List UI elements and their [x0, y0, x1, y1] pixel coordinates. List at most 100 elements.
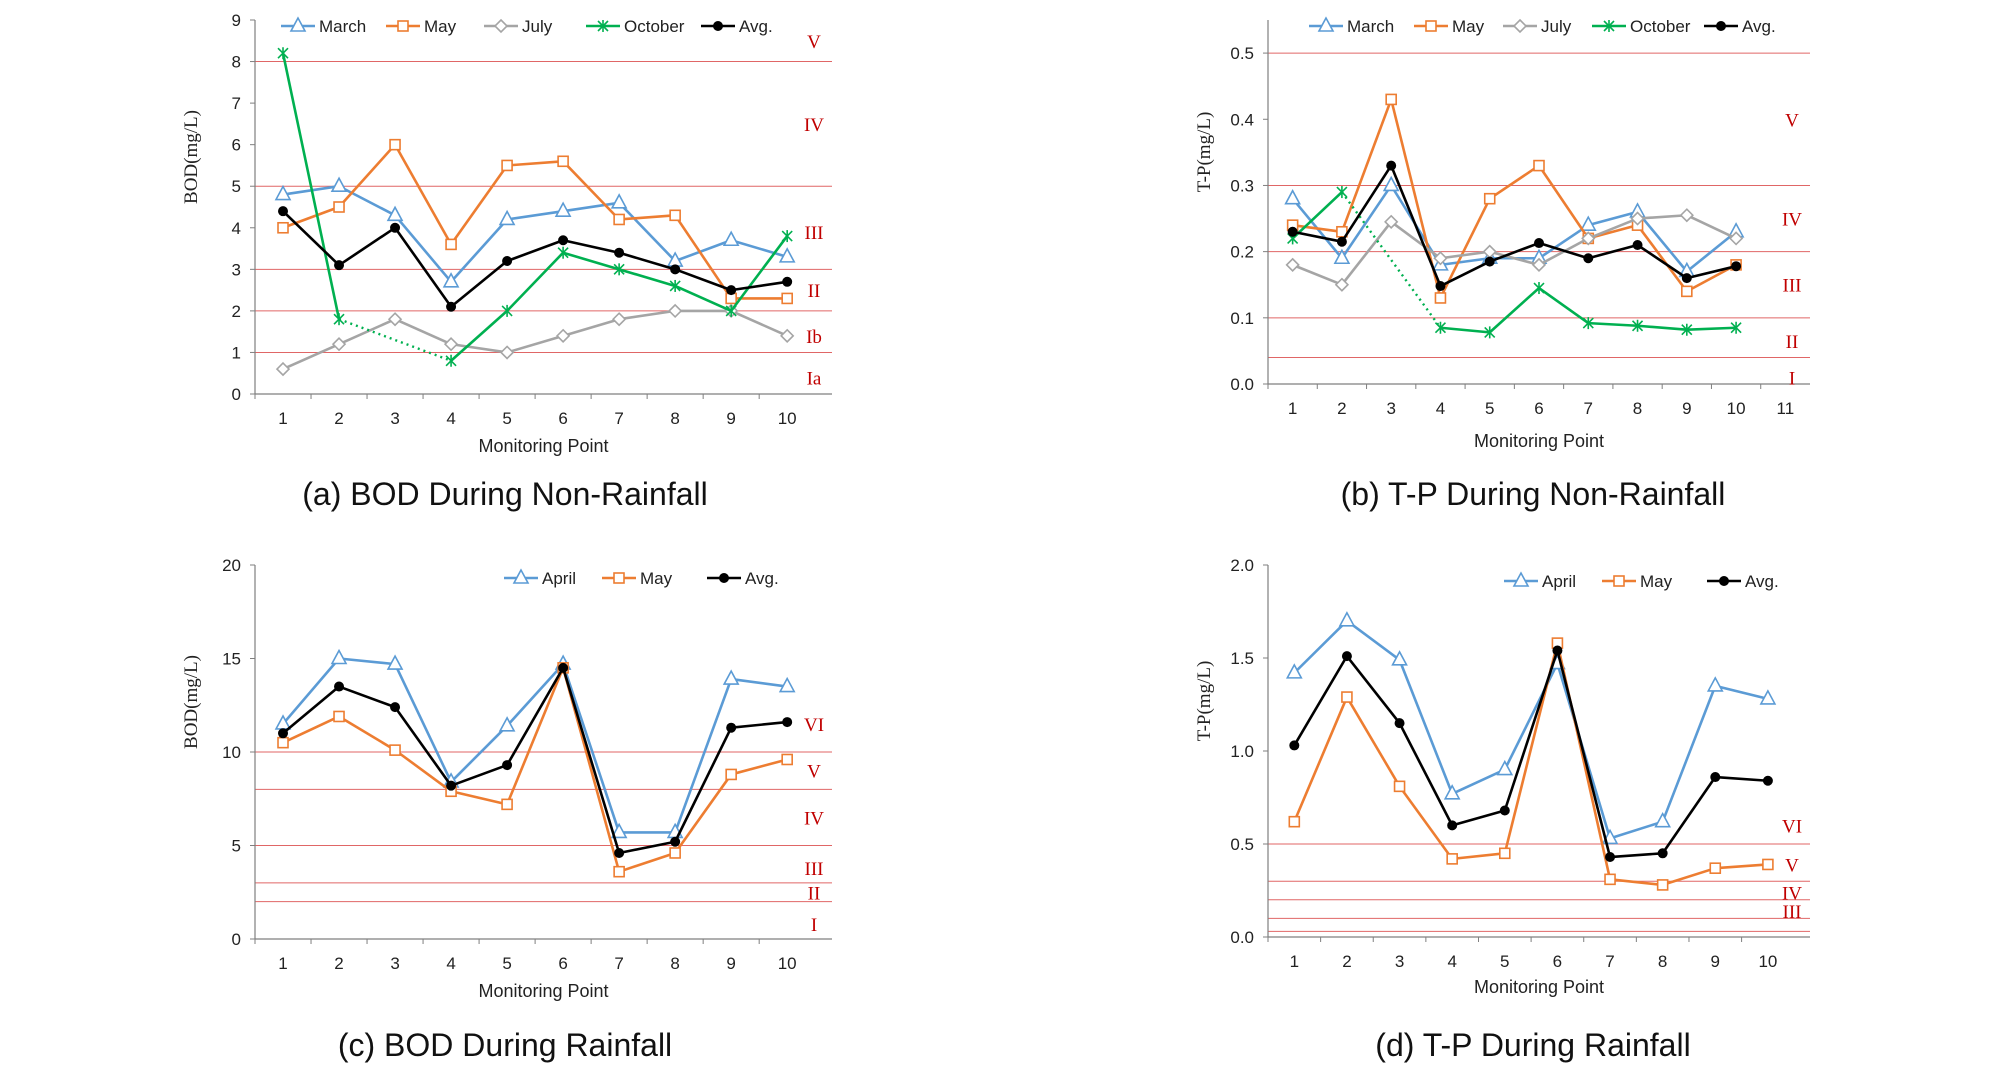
data-point [275, 361, 291, 377]
class-label: Ia [807, 368, 822, 389]
x-tick-label: 1 [1290, 952, 1299, 971]
series-line-segment [1636, 243, 1688, 280]
series-line-segment [618, 851, 676, 873]
legend-label: April [1542, 572, 1576, 591]
legend-item: Avg. [1707, 572, 1779, 591]
series-avg [278, 662, 793, 858]
y-tick-label: 20 [222, 556, 241, 575]
x-tick-label: 7 [614, 409, 623, 428]
data-point [1447, 820, 1458, 831]
data-point [274, 184, 292, 201]
class-label: V [1785, 855, 1799, 876]
data-point [725, 768, 737, 781]
data-point [1341, 691, 1353, 703]
data-point [1731, 261, 1742, 272]
legend-marker [1603, 20, 1615, 32]
data-point [1434, 321, 1447, 334]
legend-marker [1425, 20, 1437, 32]
x-tick-label: 9 [726, 954, 735, 973]
y-tick-label: 0.4 [1230, 110, 1254, 129]
data-point [1681, 273, 1692, 284]
x-tick-label: 10 [1727, 399, 1746, 418]
class-label: III [1783, 276, 1802, 297]
series-line-segment [673, 727, 733, 843]
legend: March May July October Avg. [1309, 16, 1776, 36]
data-point [610, 822, 628, 839]
x-tick-label: 4 [1436, 399, 1445, 418]
series-line-segment [562, 160, 621, 221]
data-point [330, 176, 348, 193]
legend-label: May [1640, 572, 1673, 591]
series-line-segment [730, 235, 789, 312]
series-line-segment [282, 715, 340, 744]
series-line-segment [1662, 866, 1716, 887]
series-line-segment [1340, 184, 1393, 259]
legend-marker [1512, 571, 1530, 587]
x-tick-label: 4 [446, 954, 455, 973]
series-march [1284, 175, 1745, 278]
data-point [613, 213, 625, 226]
data-point [1679, 208, 1694, 223]
x-tick-label: 7 [614, 954, 623, 973]
data-point [333, 313, 345, 326]
x-tick-label: 7 [1584, 399, 1593, 418]
series-line-segment [393, 227, 453, 308]
class-label: IV [1782, 883, 1802, 904]
data-point [1391, 650, 1408, 666]
series-line-segment [1538, 286, 1590, 325]
data-point [443, 337, 459, 352]
data-point [1499, 805, 1510, 816]
series-line-segment [281, 52, 341, 320]
y-axis-label: BOD(mg/L) [181, 655, 202, 749]
series-line-segment [618, 268, 676, 288]
series-line-segment [338, 715, 396, 752]
data-point [333, 710, 345, 723]
data-point [278, 206, 289, 217]
data-point [1484, 326, 1496, 339]
data-point [558, 662, 569, 673]
data-point [277, 47, 289, 60]
series-avg [278, 206, 793, 312]
x-tick-label: 2 [334, 409, 343, 428]
legend-item: July [484, 17, 553, 36]
class-label: III [805, 859, 824, 880]
series-line-segment [1340, 221, 1393, 286]
x-tick-label: 8 [1658, 952, 1667, 971]
y-tick-label: 5 [232, 177, 241, 196]
legend-label: May [1452, 17, 1485, 36]
series-line-segment [505, 667, 565, 766]
data-point [669, 209, 681, 222]
data-point [725, 304, 737, 317]
data-point [501, 798, 513, 811]
data-point [1285, 663, 1303, 679]
series-line-segment [1292, 263, 1343, 286]
data-point [1443, 784, 1461, 800]
legend-item: Avg. [707, 569, 779, 588]
series-line-segment [562, 238, 620, 254]
data-point [498, 716, 516, 732]
data-point [613, 263, 625, 276]
series-april [1285, 611, 1777, 845]
data-point [445, 238, 457, 251]
data-point [1728, 231, 1744, 246]
series-line-segment [1489, 164, 1540, 200]
legend-marker [397, 20, 409, 32]
legend-item: May [386, 17, 457, 36]
data-point [1434, 292, 1447, 304]
x-tick-label: 2 [334, 954, 343, 973]
legend-label: Avg. [1742, 17, 1776, 36]
data-point [611, 312, 627, 327]
data-point [1498, 847, 1511, 860]
series-line-segment [394, 214, 453, 283]
series-line-segment [674, 268, 732, 292]
y-tick-label: 1 [232, 343, 241, 362]
data-point [669, 847, 681, 859]
data-point [780, 328, 795, 343]
y-tick-label: 0.5 [1230, 44, 1254, 63]
panel-d: 0.0 0.5 1.0 1.5 2.0 1 2 3 4 5 6 7 8 9 10 Monitoring Poi… [1194, 556, 1810, 1063]
y-tick-label: 0.2 [1230, 243, 1254, 262]
series-line-segment [1291, 191, 1343, 240]
series-line-segment [1714, 684, 1769, 701]
data-point [501, 159, 513, 172]
class-label: IV [804, 808, 824, 829]
